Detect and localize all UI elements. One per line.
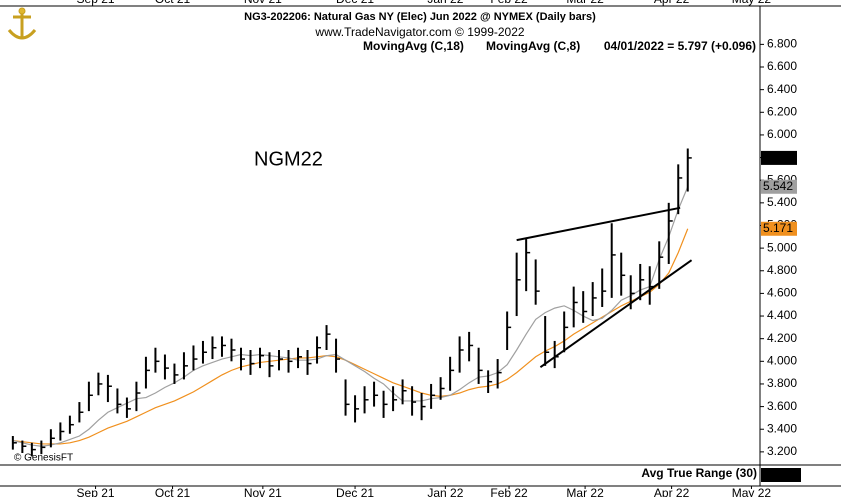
- legend-entry: MovingAvg (C,18): [363, 39, 464, 53]
- moving-average: [12, 186, 689, 447]
- y-tick-label: 3.200: [767, 444, 797, 458]
- x-tick-label: Nov 21: [244, 486, 282, 497]
- axis-value-label: 5.171: [763, 221, 793, 235]
- subtitle: www.TradeNavigator.com © 1999-2022: [314, 25, 524, 39]
- y-tick-label: 4.600: [767, 286, 797, 300]
- trendline: [516, 206, 681, 242]
- x-tick-label: Apr 22: [654, 486, 690, 497]
- watermark: © GenesisFT: [14, 453, 73, 464]
- chart-title: NG3-202206: Natural Gas NY (Elec) Jun 20…: [244, 11, 596, 23]
- x-tick-label-top: Nov 21: [244, 0, 282, 6]
- legend-entry: MovingAvg (C,8): [486, 39, 580, 53]
- indicator-value: 0.2698: [764, 468, 801, 482]
- y-tick-label: 6.200: [767, 104, 797, 118]
- axis-value-label: 5.797: [763, 150, 793, 164]
- y-tick-label: 5.000: [767, 240, 797, 254]
- trendline: [539, 259, 693, 369]
- y-tick-label: 4.000: [767, 353, 797, 367]
- y-tick-label: 5.400: [767, 195, 797, 209]
- y-tick-label: 4.200: [767, 331, 797, 345]
- x-tick-label-top: Apr 22: [654, 0, 690, 6]
- y-tick-label: 3.800: [767, 376, 797, 390]
- last-value-label: 04/01/2022 = 5.797 (+0.096): [604, 39, 756, 53]
- y-tick-label: 4.400: [767, 308, 797, 322]
- indicator-label: Avg True Range (30): [641, 466, 757, 480]
- x-tick-label-top: Feb 22: [490, 0, 528, 6]
- y-tick-label: 6.600: [767, 59, 797, 73]
- axis-value-box: [761, 179, 797, 194]
- x-tick-label-top: Oct 21: [155, 0, 191, 6]
- x-tick-label: Feb 22: [490, 486, 528, 497]
- axis-value-label: 5.542: [763, 179, 793, 193]
- x-tick-label: Oct 21: [155, 486, 191, 497]
- x-tick-label-top: Dec 21: [336, 0, 374, 6]
- x-tick-label: May 22: [732, 486, 772, 497]
- x-tick-label: Jan 22: [427, 486, 463, 497]
- y-tick-label: 6.000: [767, 127, 797, 141]
- y-tick-label: 3.400: [767, 421, 797, 435]
- x-tick-label-top: May 22: [732, 0, 772, 6]
- x-tick-label-top: Mar 22: [566, 0, 604, 6]
- indicator-box: [761, 468, 801, 482]
- y-tick-label: 6.400: [767, 82, 797, 96]
- axis-value-box: [761, 150, 797, 165]
- y-tick-label: 3.600: [767, 399, 797, 413]
- y-tick-label: 4.800: [767, 263, 797, 277]
- x-tick-label-top: Sep 21: [77, 0, 115, 6]
- y-tick-label: 6.800: [767, 37, 797, 51]
- logo: [7, 7, 37, 40]
- symbol-label: NGM22: [254, 148, 323, 170]
- x-tick-label: Mar 22: [566, 486, 604, 497]
- x-tick-label-top: Jan 22: [427, 0, 463, 6]
- axis-value-box: [761, 221, 797, 236]
- x-tick-label: Dec 21: [336, 486, 374, 497]
- x-tick-label: Sep 21: [77, 486, 115, 497]
